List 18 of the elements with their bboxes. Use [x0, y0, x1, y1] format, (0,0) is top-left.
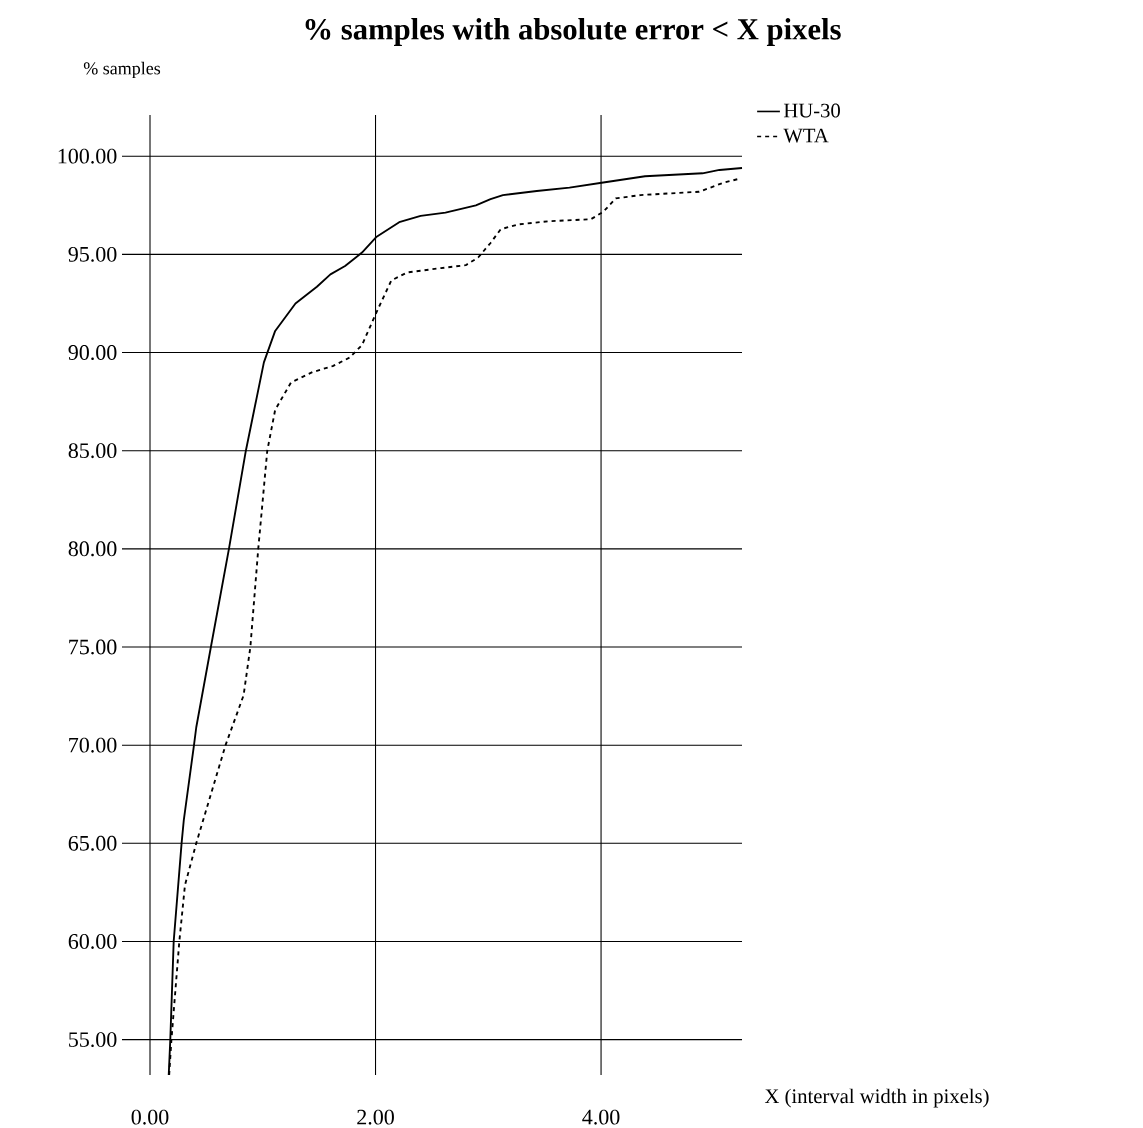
- y-tick-label: 70.00: [69, 737, 117, 753]
- y-tick-label: 95.00: [68, 246, 117, 262]
- x-tick-label: 2.00: [357, 1109, 394, 1125]
- y-tick-label: 60.00: [68, 934, 117, 949]
- legend-label: WTA: [783, 128, 829, 143]
- y-tick-label: 85.00: [68, 443, 117, 459]
- x-tick-label: 4.00: [582, 1109, 620, 1125]
- y-tick-label: 65.00: [68, 835, 117, 851]
- legend-label: HU-30: [783, 103, 840, 118]
- y-tick-label: 90.00: [68, 345, 117, 360]
- y-tick-label: 75.00: [69, 639, 117, 655]
- chart-title: % samples with absolute error < X pixels: [305, 18, 841, 46]
- x-axis-title: X (interval width in pixels): [764, 1088, 989, 1108]
- y-tick-label: 55.00: [69, 1032, 117, 1048]
- y-tick-label: 80.00: [68, 541, 117, 557]
- y-tick-label: 100.00: [58, 148, 117, 164]
- x-tick-label: 0.00: [131, 1109, 169, 1125]
- y-axis-title: % samples: [83, 61, 161, 79]
